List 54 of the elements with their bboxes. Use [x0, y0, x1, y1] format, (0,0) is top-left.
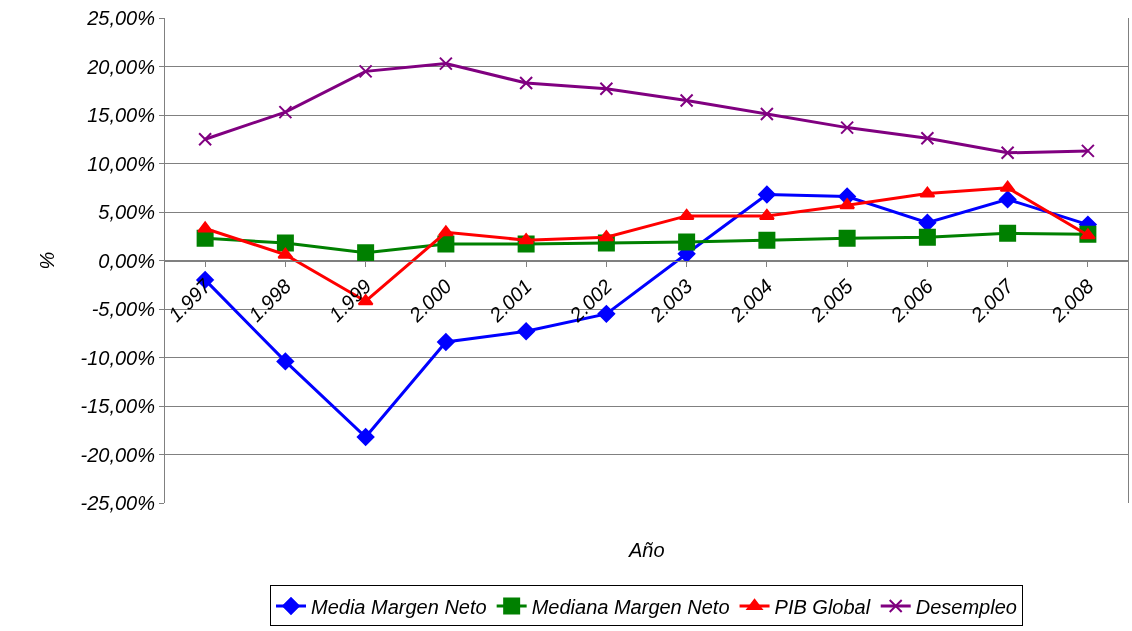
- point: [278, 105, 293, 120]
- legend-label: PIB Global: [774, 595, 871, 618]
- point: [197, 221, 214, 233]
- x-axis-title: Año: [628, 539, 665, 561]
- point: [438, 56, 453, 71]
- point: [518, 233, 535, 245]
- point: [598, 230, 615, 242]
- y-tick-label: 0,00%: [98, 249, 155, 272]
- y-tick-label: -15,00%: [80, 395, 155, 417]
- point: [999, 224, 1017, 242]
- y-tick-label: -20,00%: [80, 443, 155, 466]
- point: [679, 93, 694, 108]
- point: [276, 234, 294, 252]
- y-tick-label: -25,00%: [80, 492, 155, 514]
- point: [437, 225, 454, 237]
- legend-label: Desempleo: [915, 595, 1017, 618]
- point: [838, 229, 856, 247]
- point: [196, 229, 214, 247]
- point: [357, 244, 375, 262]
- y-tick-label: 25,00%: [86, 7, 155, 29]
- point: [678, 233, 696, 251]
- point: [999, 180, 1016, 192]
- y-tick-label: 5,00%: [98, 201, 155, 223]
- point: [1080, 143, 1095, 158]
- point: [678, 208, 695, 220]
- y-tick-label: 15,00%: [87, 104, 155, 126]
- point: [277, 247, 294, 259]
- y-tick-label: 20,00%: [86, 55, 155, 78]
- point: [839, 198, 856, 210]
- point: [1000, 145, 1015, 160]
- point: [517, 322, 535, 341]
- point: [919, 186, 936, 198]
- point: [198, 132, 213, 147]
- y-axis-title: %: [36, 251, 58, 270]
- point: [599, 81, 614, 96]
- point: [998, 190, 1017, 209]
- legend-label: Mediana Margen Neto: [531, 595, 730, 618]
- y-tick-label: -10,00%: [80, 346, 155, 369]
- point: [437, 333, 455, 351]
- point: [758, 208, 775, 220]
- point: [276, 352, 295, 371]
- point: [356, 428, 375, 446]
- y-tick-label: 10,00%: [87, 152, 155, 175]
- point: [840, 120, 855, 135]
- point: [759, 107, 774, 122]
- point: [758, 185, 776, 204]
- point: [519, 75, 534, 90]
- point: [758, 231, 776, 249]
- point: [920, 131, 935, 146]
- point: [918, 228, 936, 246]
- legend-label: Media Margen Neto: [311, 595, 487, 618]
- y-tick-label: -5,00%: [91, 298, 155, 320]
- point: [358, 64, 373, 79]
- point: [437, 235, 455, 253]
